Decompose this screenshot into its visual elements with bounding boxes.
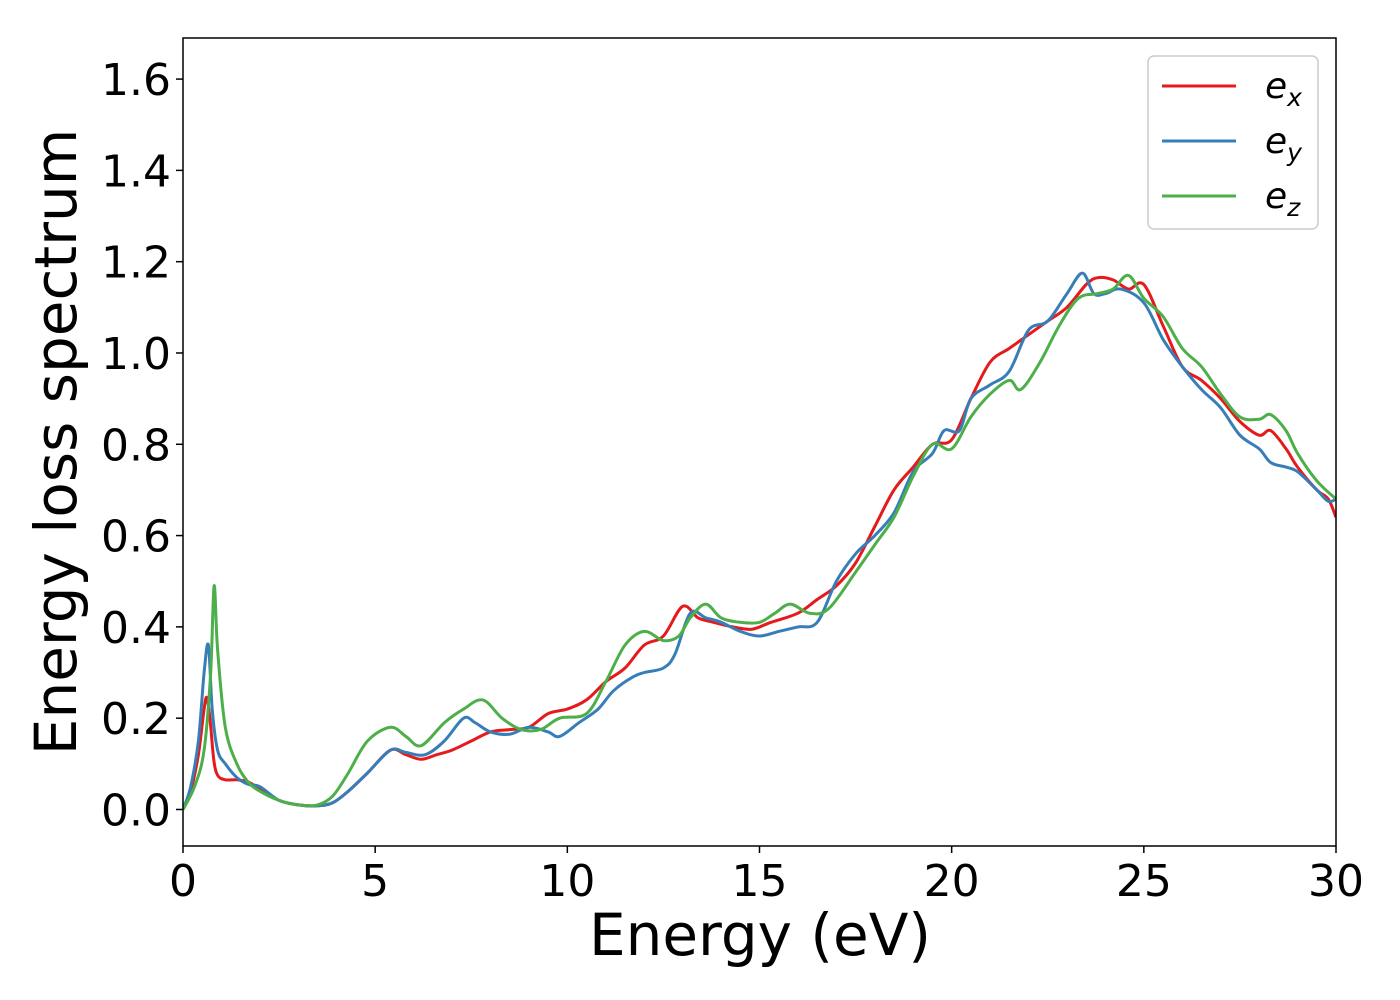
y-axis-title: Energy loss spectrum (22, 129, 90, 755)
y-tick-label: 1.0 (101, 329, 171, 380)
y-tick-label: 0.4 (101, 603, 171, 654)
x-tick-label: 15 (732, 856, 788, 907)
series-line-e-x (183, 275, 1336, 811)
x-axis-title: Energy (eV) (589, 901, 931, 969)
series-line-e-z (183, 273, 1336, 811)
legend: ex ey ez (1147, 55, 1319, 230)
y-tick-label: 0.0 (101, 785, 171, 836)
y-tick-label: 0.2 (101, 694, 171, 745)
legend-label-e-z: ez (1265, 176, 1301, 222)
x-tick-label: 5 (361, 856, 389, 907)
legend-label-e-x: ex (1265, 66, 1302, 112)
y-tick-label: 1.2 (101, 238, 171, 289)
x-tick-label: 20 (924, 856, 980, 907)
x-tick-label: 10 (539, 856, 595, 907)
x-axis-ticks: 0 5 10 15 20 25 30 (169, 846, 1364, 907)
legend-label-e-y: ey (1265, 121, 1303, 167)
x-tick-label: 30 (1308, 856, 1364, 907)
series-line-e-y (183, 271, 1336, 811)
y-tick-label: 0.6 (101, 512, 171, 563)
y-tick-label: 1.6 (101, 55, 171, 106)
x-tick-label: 0 (169, 856, 197, 907)
y-axis-ticks: 0.0 0.2 0.4 0.6 0.8 1.0 1.2 1.4 1.6 (101, 55, 183, 836)
y-tick-label: 1.4 (101, 146, 171, 197)
y-tick-label: 0.8 (101, 420, 171, 471)
x-tick-label: 25 (1116, 856, 1172, 907)
